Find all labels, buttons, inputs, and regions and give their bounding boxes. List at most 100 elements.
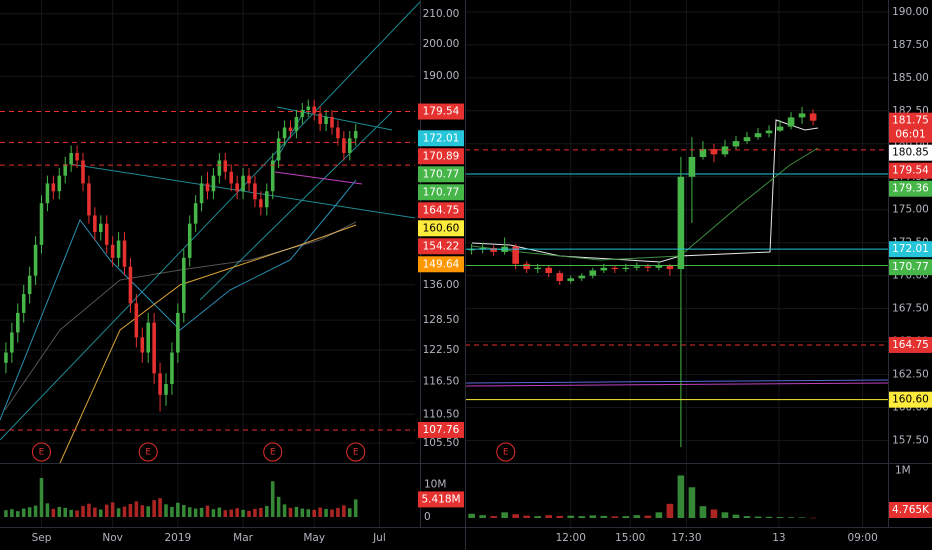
volume-bar xyxy=(312,509,316,517)
price-label: 179.54 xyxy=(892,165,929,177)
candle-body xyxy=(81,160,85,184)
volume-bar xyxy=(776,517,784,518)
volume-bar xyxy=(21,508,26,517)
price-label-box xyxy=(418,166,464,183)
volume-bar xyxy=(10,509,14,517)
x-tick-label: 13 xyxy=(772,532,785,544)
price-label-box xyxy=(889,241,932,258)
candle-body xyxy=(87,183,91,216)
candle-body xyxy=(666,265,674,270)
volume-bar xyxy=(217,507,222,517)
candle-body xyxy=(809,113,817,121)
x-tick-label: Jul xyxy=(372,532,386,544)
volume-bar xyxy=(534,516,542,518)
volume-bar xyxy=(211,509,216,517)
candle-body xyxy=(330,116,334,128)
candle-body xyxy=(128,266,133,304)
volume-tick-label: 1M xyxy=(895,465,911,477)
candle-body xyxy=(798,113,806,118)
volume-bar xyxy=(699,506,707,518)
candle-body xyxy=(187,223,192,258)
candle-body xyxy=(699,149,707,157)
volume-bar xyxy=(589,515,597,518)
candle-body xyxy=(110,244,115,258)
price-label: 180.85 xyxy=(892,147,929,159)
volume-bar xyxy=(33,505,38,517)
price-label-box xyxy=(418,421,464,438)
candle-body xyxy=(104,223,109,245)
volume-bar xyxy=(324,508,328,517)
candle-body xyxy=(342,138,346,153)
y-tick-label: 185.00 xyxy=(892,72,929,84)
price-label-box xyxy=(418,202,464,219)
candle-body xyxy=(270,160,275,192)
x-tick-label: 2019 xyxy=(164,532,191,544)
volume-bar xyxy=(578,516,586,518)
candle-body xyxy=(4,352,8,363)
y-tick-label: 175.00 xyxy=(892,204,929,216)
candle-body xyxy=(743,137,751,142)
volume-bar xyxy=(765,516,773,518)
volume-bar xyxy=(611,516,619,518)
volume-bar xyxy=(282,504,287,517)
candle-body xyxy=(241,175,245,192)
candle-body xyxy=(611,267,619,270)
candle-body xyxy=(556,273,564,281)
volume-bar xyxy=(479,515,486,518)
price-label-box xyxy=(889,112,932,143)
candle-body xyxy=(578,275,586,279)
y-tick-label: 187.50 xyxy=(892,39,929,51)
candle-body xyxy=(765,130,773,134)
candle-body xyxy=(140,337,145,353)
candle-body xyxy=(176,312,180,353)
volume-bar xyxy=(99,509,103,517)
candle-body xyxy=(146,322,150,353)
earnings-marker xyxy=(496,442,516,462)
volume-bar xyxy=(51,508,56,517)
volume-bar xyxy=(4,510,8,517)
candle-body xyxy=(288,127,293,132)
candle-body xyxy=(39,203,44,245)
price-label: 172.01 xyxy=(423,132,460,144)
price-label-box xyxy=(889,180,932,197)
candle-body xyxy=(324,116,328,124)
trend-line xyxy=(199,111,393,301)
volume-bar xyxy=(809,517,817,519)
candle-body xyxy=(312,106,316,114)
volume-bar xyxy=(318,507,322,517)
price-label-box xyxy=(889,336,932,353)
candle-body xyxy=(276,138,281,161)
ma-line xyxy=(0,179,357,421)
volume-bar xyxy=(45,503,50,517)
candle-body xyxy=(45,183,50,204)
volume-bar xyxy=(300,508,305,517)
candle-body xyxy=(294,116,299,132)
price-label: 170.77 xyxy=(892,261,929,273)
candle-body xyxy=(259,199,263,208)
trend-line xyxy=(464,379,889,384)
volume-bar xyxy=(170,506,174,517)
x-tick-label: Mar xyxy=(233,532,253,544)
volume-bar xyxy=(87,503,91,517)
volume-tick-label: 10M xyxy=(424,479,446,491)
volume-bar xyxy=(223,510,228,517)
volume-bar xyxy=(140,505,145,517)
candle-body xyxy=(57,175,62,192)
y-tick-label: 190.00 xyxy=(892,6,929,18)
volume-bar xyxy=(688,487,696,518)
volume-bar xyxy=(259,507,263,517)
countdown-label: 06:01 xyxy=(895,129,925,141)
volume-bar xyxy=(247,510,251,517)
earnings-label: E xyxy=(353,448,359,458)
volume-bar xyxy=(710,509,718,518)
volume-bar xyxy=(75,510,79,517)
price-label: 107.76 xyxy=(423,424,460,436)
candle-body xyxy=(170,352,174,384)
candle-body xyxy=(644,266,652,268)
candle-body xyxy=(122,240,127,267)
price-label-box xyxy=(418,238,464,255)
price-label-box xyxy=(418,220,464,237)
price-label-box xyxy=(889,391,932,408)
